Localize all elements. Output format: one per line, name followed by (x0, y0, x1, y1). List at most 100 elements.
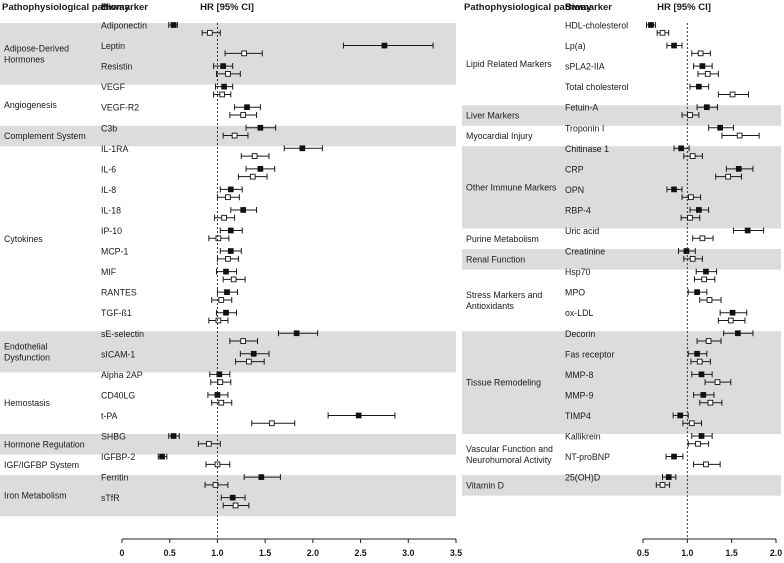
hr-point-open-troponin-i (721, 132, 760, 139)
biomarker-label-leptin: Leptin (101, 41, 125, 51)
hr-point-open-il-8 (216, 194, 240, 201)
hr-point-open-vegf (213, 91, 232, 98)
hr-point-open-crp (715, 173, 742, 180)
biomarker-label-il-8: IL-8 (101, 185, 116, 195)
biomarker-label-creatinine: Creatinine (565, 247, 605, 257)
biomarker-label-fas-receptor: Fas receptor (565, 349, 614, 359)
biomarker-label-adiponectin: Adiponectin (101, 21, 147, 31)
hr-point-filled-fas-receptor (687, 350, 708, 357)
hr-point-filled-mpo (687, 289, 708, 296)
group-shading-vitamin-d (462, 475, 781, 496)
biomarker-label-se-selectin: sE-selectin (101, 329, 144, 339)
hr-point-open-decorin (696, 338, 722, 345)
pathway-header-right: Pathophysiological pathway (464, 2, 592, 13)
biomarker-label-ferritin: Ferritin (101, 473, 128, 483)
hr-point-open-rantes (211, 296, 233, 303)
biomarker-label-opn: OPN (565, 185, 584, 195)
biomarker-label-mcp-1: MCP-1 (101, 247, 128, 257)
biomarker-label-lp-a: Lp(a) (565, 41, 586, 51)
pathway-label-hormone-regulation: Hormone Regulation (4, 439, 85, 449)
hr-header-left: HR [95% CI] (200, 2, 254, 13)
biomarker-label-sicam-1: sICAM-1 (101, 349, 135, 359)
hr-point-filled-total-cholesterol (689, 83, 710, 90)
hr-point-filled-vegf (215, 83, 234, 90)
biomarker-label-rantes: RANTES (101, 288, 137, 298)
biomarker-label-igfbp-2: IGFBP-2 (101, 452, 135, 462)
hr-point-filled-se-selectin (278, 330, 319, 337)
hr-point-open-sicam-1 (235, 358, 265, 365)
hr-point-filled-ox-ldl (719, 309, 748, 316)
hr-point-open-cd40lg (211, 399, 233, 406)
biomarker-label-stfr: sTfR (101, 493, 120, 503)
pathway-label-hemostasis: Hemostasis (4, 398, 51, 408)
biomarker-label-rbp-4: RBP-4 (565, 205, 591, 215)
hr-point-open-mmp-9 (699, 399, 723, 406)
pathway-label-myocardial-injury: Myocardial Injury (466, 131, 533, 141)
biomarker-label-cd40lg: CD40LG (101, 390, 135, 400)
hr-point-filled-shbg (168, 433, 180, 439)
biomarker-label-il-1ra: IL-1RA (101, 144, 129, 154)
hr-point-filled-ip-10 (219, 227, 243, 234)
hr-point-filled-rbp-4 (689, 206, 710, 213)
hr-point-open-uric-acid (692, 235, 714, 242)
hr-point-open-mpo (699, 296, 722, 303)
hr-point-open-il-1ra (240, 153, 270, 160)
biomarker-label-total-cholesterol: Total cholesterol (565, 82, 629, 92)
hr-point-open-ferritin (204, 481, 229, 488)
hr-point-filled-alpha-2ap (209, 371, 231, 378)
hr-header-right: HR [95% CI] (657, 2, 711, 13)
biomarker-label-il-6: IL-6 (101, 164, 116, 174)
biomarker-label-shbg: SHBG (101, 432, 126, 442)
hr-point-filled-tgf-1 (215, 309, 238, 316)
pathway-label-iron-metabolism: Iron Metabolism (4, 491, 67, 501)
hr-point-open-leptin (224, 50, 263, 57)
hr-point-open-lp-a (691, 50, 711, 57)
biomarker-label-resistin: Resistin (101, 62, 132, 72)
hr-point-filled-chitinase-1 (673, 145, 690, 152)
biomarker-header-right: Biomarker (565, 2, 612, 13)
hr-point-filled-mmp-8 (691, 371, 713, 378)
pathway-label-tissue-remodeling: Tissue Remodeling (466, 378, 541, 388)
hr-point-open-total-cholesterol (717, 91, 750, 98)
hr-point-open-c3b (222, 132, 249, 139)
hr-point-open-rbp-4 (680, 214, 701, 221)
hr-point-filled-leptin (342, 42, 434, 49)
biomarker-label-tgf-1: TGF-ß1 (101, 308, 132, 318)
hr-point-filled-ferritin (243, 474, 281, 481)
biomarker-label-ip-10: IP-10 (101, 226, 122, 236)
biomarker-label-uric-acid: Uric acid (565, 226, 599, 236)
hr-point-open-alpha-2ap (210, 379, 232, 386)
biomarker-label-kallikrein: Kallikrein (565, 432, 601, 442)
hr-point-open-resistin (215, 70, 241, 77)
biomarker-label-crp: CRP (565, 164, 584, 174)
x-tick-label-left: 2.5 (354, 548, 366, 558)
pathway-label-complement-system: Complement System (4, 131, 86, 141)
hr-point-open-igfbp-2 (205, 461, 231, 468)
group-shading-hormone-regulation (0, 434, 456, 455)
hr-point-filled-troponin-i (708, 124, 734, 131)
hr-point-open-stfr (222, 502, 250, 509)
group-shading-renal-function (462, 249, 781, 270)
hr-point-open-vegf-r2 (229, 112, 258, 118)
x-tick-label-left: 1.0 (211, 548, 223, 558)
biomarker-label-mif: MIF (101, 267, 117, 277)
hr-point-open-ip-10 (208, 235, 230, 242)
x-tick-label-left: 2.0 (307, 548, 319, 558)
hr-point-filled-resistin (213, 63, 234, 70)
x-tick-label-left: 0 (120, 548, 125, 558)
hr-point-open-hdl-cholesterol (656, 29, 670, 36)
biomarker-header-left: Biomarker (101, 2, 148, 13)
hr-point-filled-igfbp-2 (157, 453, 168, 460)
hr-point-filled-hsp70 (695, 268, 718, 275)
right-forest-panel: Pathophysiological pathway Biomarker HR … (462, 2, 782, 558)
pathway-label-vascular-function-and-neurohumoral-activity: Vascular Function and Neurohumoral Activi… (466, 444, 553, 465)
biomarker-label-ox-ldl: ox-LDL (565, 308, 593, 318)
hr-point-open-kallikrein (687, 440, 710, 447)
biomarker-label-alpha-2ap: Alpha 2AP (101, 370, 143, 380)
pathway-label-renal-function: Renal Function (466, 254, 525, 264)
biomarker-label-hdl-cholesterol: HDL-cholesterol (565, 21, 628, 31)
hr-point-filled-adiponectin (168, 22, 178, 28)
hr-point-open-shbg (197, 440, 221, 447)
hr-point-filled-fetuin-a (696, 104, 718, 111)
